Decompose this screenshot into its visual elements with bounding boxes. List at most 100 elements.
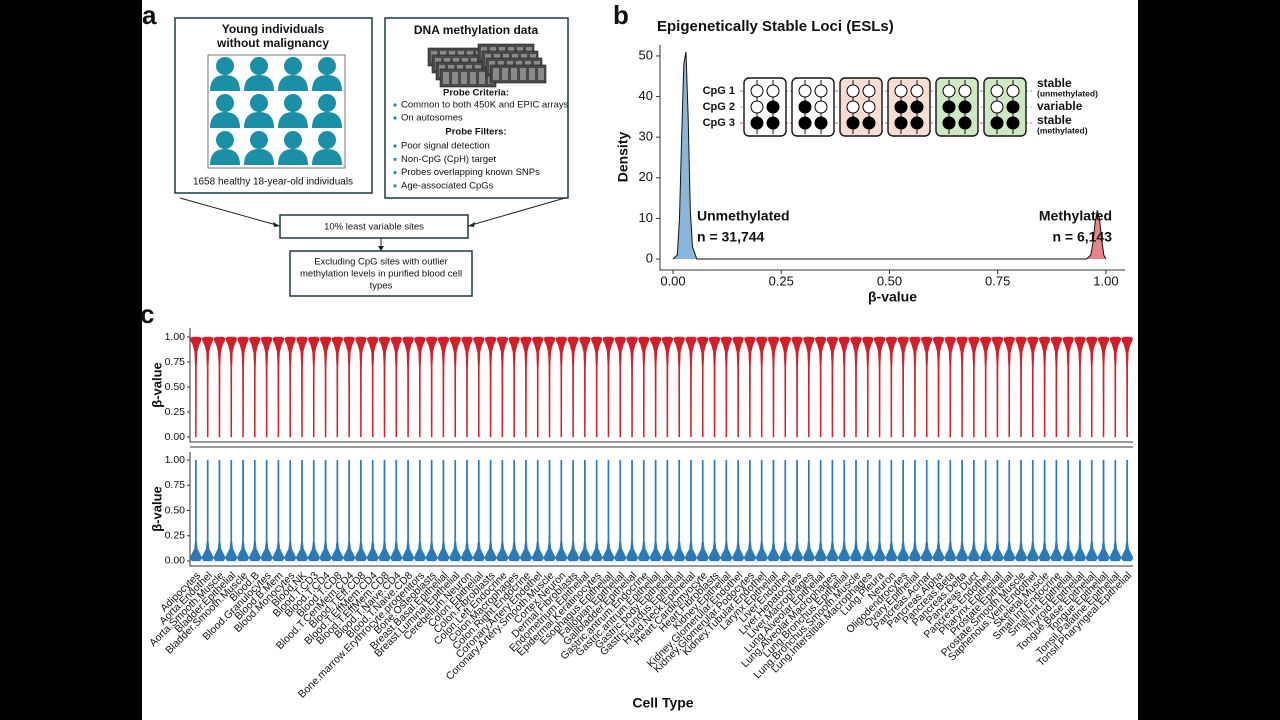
violin	[260, 459, 273, 562]
violin	[578, 459, 592, 562]
violin	[331, 336, 344, 438]
density-area	[889, 210, 1107, 260]
violin	[496, 459, 509, 562]
inset-legend: stable	[1037, 76, 1072, 90]
bullet	[393, 184, 397, 188]
violin	[873, 336, 886, 438]
axis-frame	[659, 45, 1125, 271]
connector	[179, 197, 566, 227]
violin	[637, 459, 651, 562]
violin	[1038, 459, 1051, 562]
sample-box	[887, 77, 931, 137]
y-tick-label: 0.75	[165, 479, 186, 491]
array-stripe	[479, 72, 485, 84]
violin	[602, 459, 615, 562]
panel-label: a	[142, 0, 157, 30]
cpg-site	[942, 84, 956, 98]
person-icon-body	[278, 75, 308, 91]
violin	[1027, 336, 1039, 438]
bullet-text: Common to both 450K and EPIC arrays	[401, 100, 569, 111]
violin	[932, 459, 945, 562]
violin	[224, 459, 238, 562]
bullet	[393, 157, 397, 161]
violin	[1002, 459, 1016, 562]
cpg-site	[846, 100, 860, 114]
violin	[614, 336, 627, 438]
step-text: Excluding CpG sites with outlier	[314, 257, 448, 268]
bullet	[393, 103, 397, 107]
x-axis-label: Cell Type	[632, 695, 693, 711]
array-stripe	[452, 72, 458, 84]
array-stripe	[538, 68, 544, 80]
sample-box	[791, 77, 835, 137]
violin	[378, 459, 391, 562]
violin	[885, 336, 898, 438]
violin	[343, 336, 355, 438]
violin	[778, 459, 792, 562]
x-tick-label: 1.00	[1093, 273, 1118, 288]
cpg-site	[894, 100, 908, 114]
violin	[932, 336, 945, 438]
step-text: 10% least variable sites	[324, 222, 424, 233]
violin	[885, 459, 898, 562]
arrowhead	[378, 246, 384, 251]
violin	[414, 336, 426, 438]
violin	[920, 459, 934, 562]
violin	[1109, 336, 1122, 438]
person-icon-body	[210, 149, 240, 165]
bullet-text: Age-associated CpGs	[401, 180, 494, 191]
person-icon-head	[284, 131, 302, 149]
violin	[613, 459, 627, 562]
violin	[661, 336, 674, 438]
violin	[673, 336, 685, 438]
person-icon-body	[244, 75, 274, 91]
cpg-site	[958, 116, 972, 130]
cpg-site	[942, 100, 956, 114]
person-icon-body	[312, 149, 342, 165]
violin	[991, 459, 1004, 562]
person-icon-head	[216, 57, 234, 75]
cpg-site	[814, 100, 828, 114]
violin	[1097, 459, 1110, 562]
violin	[767, 459, 780, 562]
violin	[425, 336, 438, 438]
violin	[1121, 336, 1133, 438]
violin	[1074, 336, 1086, 438]
violin	[696, 459, 710, 562]
violin	[520, 336, 532, 438]
density-area	[672, 51, 890, 260]
person-icon-body	[210, 75, 240, 91]
person-icon-head	[250, 131, 268, 149]
array-stripe	[443, 72, 449, 84]
violin	[732, 336, 744, 438]
violin	[791, 336, 803, 438]
y-tick-label: 0.00	[165, 555, 186, 567]
violin	[354, 459, 368, 562]
violin	[944, 459, 957, 562]
violin	[720, 336, 733, 438]
cpg-site	[990, 100, 1004, 114]
violin	[1073, 459, 1087, 562]
cpg-site	[910, 100, 924, 114]
violin	[826, 459, 839, 562]
person-icon-head	[284, 57, 302, 75]
violin	[649, 459, 662, 562]
violin	[307, 459, 321, 562]
violin	[814, 459, 827, 562]
panel-label: b	[613, 0, 629, 30]
violin	[319, 459, 332, 562]
cpg-site	[814, 116, 828, 130]
array-stripe	[520, 68, 526, 80]
violin	[555, 459, 568, 562]
violin	[355, 336, 367, 438]
violin	[319, 336, 332, 438]
violin	[448, 459, 462, 562]
sample-box	[743, 77, 787, 137]
violin	[696, 336, 709, 438]
violin	[201, 336, 214, 438]
cpg-site	[846, 116, 860, 130]
violin	[873, 459, 886, 562]
violin	[837, 459, 851, 562]
